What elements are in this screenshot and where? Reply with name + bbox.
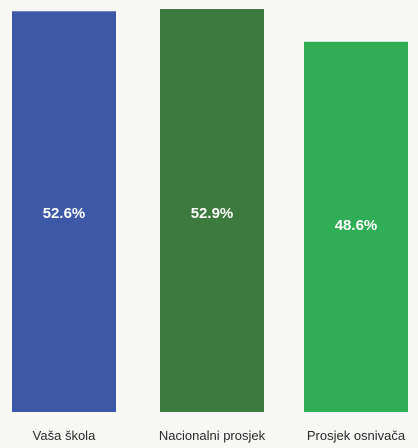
bar-3 — [304, 41, 408, 413]
value-label-3: 48.6% — [335, 217, 378, 234]
category-label-1: Vaša škola — [33, 428, 96, 443]
value-label-2: 52.9% — [191, 205, 234, 222]
bars-group — [12, 9, 408, 413]
value-label-1: 52.6% — [43, 205, 86, 222]
category-label-3: Prosjek osnivača — [307, 428, 406, 443]
category-labels-group: Vaša škola Nacionalni prosjek Prosjek osni… — [33, 428, 406, 443]
category-label-2: Nacionalni prosjek — [159, 428, 266, 443]
value-labels-group: 52.6% 52.9% 48.6% — [43, 205, 378, 234]
bar-1 — [12, 11, 116, 413]
bar-2 — [160, 9, 264, 412]
